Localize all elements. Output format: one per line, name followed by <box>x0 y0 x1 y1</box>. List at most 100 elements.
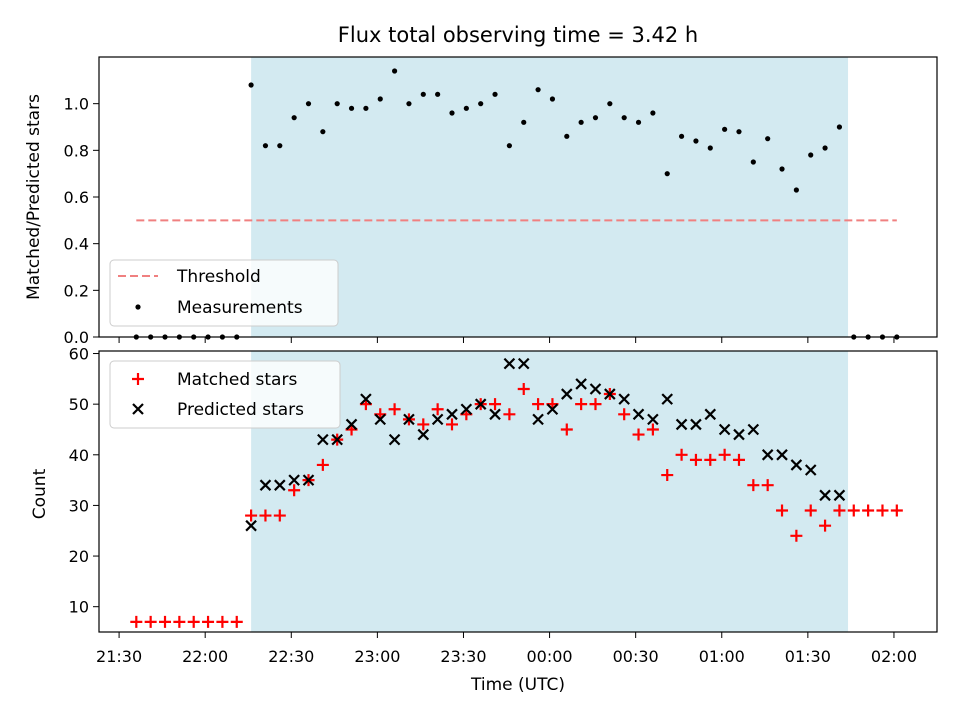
measurement-point <box>621 115 627 121</box>
predicted-star-point <box>546 403 559 416</box>
x-axis-label: Time (UTC) <box>470 675 565 695</box>
matched-star-point <box>431 403 444 416</box>
measurement-point <box>722 126 728 132</box>
matched-star-point <box>862 504 875 517</box>
predicted-star-point <box>259 479 272 491</box>
matched-star-point <box>618 408 631 421</box>
measurement-point <box>449 110 455 116</box>
predicted-star-point <box>690 418 702 431</box>
bottom-legend-box <box>109 360 341 429</box>
predicted-star-point <box>517 357 530 370</box>
matched-star-point <box>130 615 143 628</box>
predicted-star-point <box>345 418 358 431</box>
measurement-point <box>305 101 312 107</box>
measurement-point <box>750 159 756 165</box>
bottom-legend: Matched stars Predicted stars <box>109 360 341 429</box>
matched-star-point <box>245 509 258 522</box>
bottom-observing-shade <box>251 351 849 632</box>
predicted-star-point <box>776 449 788 461</box>
matched-star-point <box>890 504 903 517</box>
measurement-point <box>592 115 599 121</box>
bottom-marks <box>130 357 903 628</box>
bottom-y-axis-label: Count <box>30 468 50 519</box>
measurement-point <box>391 68 398 74</box>
matched-star-point <box>632 428 645 441</box>
measurement-point <box>578 119 584 125</box>
x-tick-label: 21:30 <box>96 647 142 666</box>
predicted-star-point <box>288 474 300 486</box>
matched-star-point <box>144 615 157 628</box>
matched-star-point <box>417 418 430 431</box>
matched-star-point <box>761 479 774 492</box>
measurement-point <box>248 82 254 88</box>
predicted-star-point <box>733 428 745 441</box>
predicted-star-point <box>388 433 401 446</box>
measurement-point <box>492 91 498 97</box>
matched-star-point <box>517 382 530 395</box>
matched-star-point <box>202 615 215 628</box>
matched-star-point <box>560 423 573 436</box>
predicted-star-point <box>618 393 630 405</box>
matched-star-point <box>288 484 301 497</box>
predicted-star-point <box>790 459 803 471</box>
x-tick-label: 02:00 <box>871 647 917 666</box>
bottom-axes-frame <box>98 350 938 633</box>
matched-star-point <box>216 615 229 628</box>
top-y-axis-label: Matched/Predicted stars <box>24 94 44 300</box>
predicted-star-point <box>747 423 760 436</box>
predicted-star-point <box>661 393 674 405</box>
measurement-point <box>291 115 297 121</box>
bottom-y-tick-label: 60 <box>69 345 89 364</box>
legend-predicted-swatch <box>132 403 144 415</box>
x-tick-label: 23:30 <box>440 647 486 666</box>
top-y-tick-label: 0.6 <box>64 188 89 207</box>
measurement-point <box>736 129 742 135</box>
matched-star-point <box>661 469 674 482</box>
matched-star-point <box>732 453 745 466</box>
matched-star-point <box>833 504 846 517</box>
predicted-star-point <box>417 428 430 441</box>
matched-star-point <box>316 458 329 471</box>
x-tick-label: 22:30 <box>268 647 314 666</box>
matched-star-point <box>804 504 817 517</box>
measurement-point <box>478 101 484 107</box>
top-ticks: 0.0 0.2 0.4 0.6 0.8 1.0 <box>64 95 895 347</box>
measurement-point <box>535 87 541 93</box>
measurement-point <box>262 143 269 149</box>
chart-title: Flux total observing time = 3.42 h <box>338 23 698 47</box>
matched-star-point <box>489 398 502 411</box>
measurement-point <box>463 105 469 111</box>
measurement-point <box>836 124 843 130</box>
matched-star-point <box>819 519 832 532</box>
predicted-star-point <box>317 433 329 446</box>
measurement-point <box>277 143 283 149</box>
predicted-star-point <box>503 357 516 370</box>
predicted-star-point <box>632 408 645 421</box>
bottom-y-tick-label: 20 <box>69 547 89 566</box>
matched-star-point <box>445 418 458 431</box>
matched-star-point <box>173 615 186 628</box>
legend-measurements-swatch <box>135 304 141 310</box>
matched-star-point <box>847 504 860 517</box>
matched-star-point <box>776 504 789 517</box>
matched-star-point <box>259 509 272 522</box>
matched-star-point <box>689 453 702 466</box>
measurement-point <box>564 133 570 139</box>
measurement-point <box>607 101 613 107</box>
predicted-star-point <box>431 413 444 426</box>
matched-star-point <box>718 448 731 461</box>
matched-star-point <box>503 408 516 421</box>
x-tick-label: 00:00 <box>527 647 573 666</box>
measurement-point <box>334 101 340 107</box>
top-legend: Threshold Measurements <box>109 259 339 327</box>
predicted-star-point <box>360 393 372 405</box>
bottom-y-tick-label: 50 <box>69 395 89 414</box>
measurement-point <box>348 105 355 111</box>
x-tick-label: 22:00 <box>182 647 228 666</box>
matched-star-point <box>532 398 545 411</box>
predicted-star-point <box>561 388 573 400</box>
top-panel: 0.0 0.2 0.4 0.6 0.8 1.0 Matched/Predicted sta… <box>24 56 938 347</box>
x-tick-label: 23:00 <box>354 647 400 666</box>
matched-star-point <box>790 529 803 542</box>
